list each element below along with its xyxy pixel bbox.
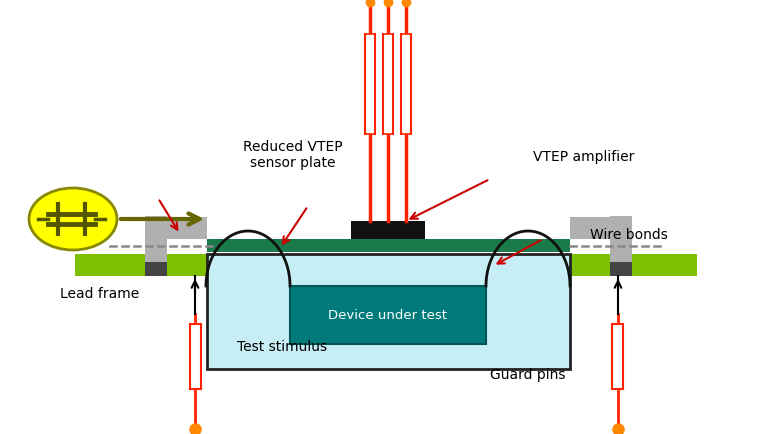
Text: Wire bonds: Wire bonds [590,227,668,241]
Text: Lead frame: Lead frame [61,286,140,300]
FancyBboxPatch shape [401,35,411,135]
FancyBboxPatch shape [207,240,570,253]
FancyBboxPatch shape [610,217,632,276]
Text: Reduced VTEP
sensor plate: Reduced VTEP sensor plate [243,139,343,170]
FancyBboxPatch shape [613,324,624,389]
Ellipse shape [29,188,117,250]
FancyBboxPatch shape [207,263,227,276]
FancyBboxPatch shape [551,263,571,276]
FancyBboxPatch shape [145,217,207,240]
FancyBboxPatch shape [75,254,697,276]
FancyBboxPatch shape [207,254,570,369]
FancyBboxPatch shape [145,217,167,276]
Text: VTEP amplifier: VTEP amplifier [533,150,634,164]
FancyBboxPatch shape [351,221,425,240]
Text: Guard pins: Guard pins [490,367,565,381]
FancyBboxPatch shape [610,263,632,276]
FancyBboxPatch shape [190,324,200,389]
FancyBboxPatch shape [290,286,486,344]
FancyBboxPatch shape [145,263,167,276]
FancyBboxPatch shape [383,35,393,135]
Text: Test stimulus: Test stimulus [237,339,327,353]
FancyBboxPatch shape [570,217,632,240]
FancyBboxPatch shape [365,35,375,135]
Text: Device under test: Device under test [329,309,448,322]
